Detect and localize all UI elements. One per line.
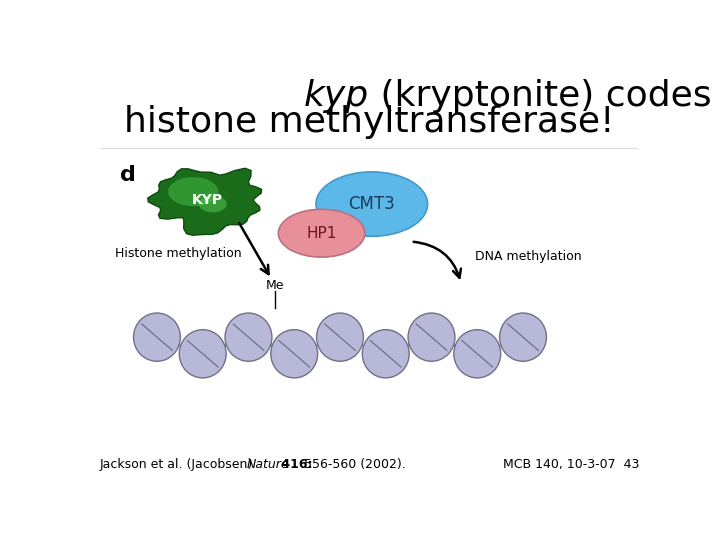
Ellipse shape <box>317 313 364 361</box>
Text: MCB 140, 10-3-07  43: MCB 140, 10-3-07 43 <box>503 458 639 471</box>
Text: CMT3: CMT3 <box>348 195 395 213</box>
Ellipse shape <box>271 329 318 378</box>
Ellipse shape <box>500 313 546 361</box>
Ellipse shape <box>225 313 272 361</box>
Text: 556-560 (2002).: 556-560 (2002). <box>300 458 406 471</box>
Text: (kryptonite) codes for an H3K9: (kryptonite) codes for an H3K9 <box>369 79 720 113</box>
Polygon shape <box>199 196 227 212</box>
Ellipse shape <box>454 329 500 378</box>
Text: DNA methylation: DNA methylation <box>475 249 582 262</box>
Text: histone methyltransferase!: histone methyltransferase! <box>124 105 614 139</box>
Text: kyp: kyp <box>304 79 369 113</box>
Text: Jackson et al. (Jacobsen): Jackson et al. (Jacobsen) <box>100 458 257 471</box>
Text: Histone methylation: Histone methylation <box>115 247 242 260</box>
Ellipse shape <box>316 172 428 237</box>
Ellipse shape <box>133 313 181 361</box>
Ellipse shape <box>408 313 455 361</box>
Text: Nature: Nature <box>247 458 289 471</box>
Polygon shape <box>148 168 261 235</box>
Text: HP1: HP1 <box>307 226 337 241</box>
Ellipse shape <box>362 329 409 378</box>
Text: Me: Me <box>266 279 284 292</box>
Ellipse shape <box>179 329 226 378</box>
Polygon shape <box>168 177 218 206</box>
Text: KYP: KYP <box>192 193 222 207</box>
Text: d: d <box>120 165 136 185</box>
Text: 416:: 416: <box>277 458 313 471</box>
Ellipse shape <box>279 210 365 257</box>
